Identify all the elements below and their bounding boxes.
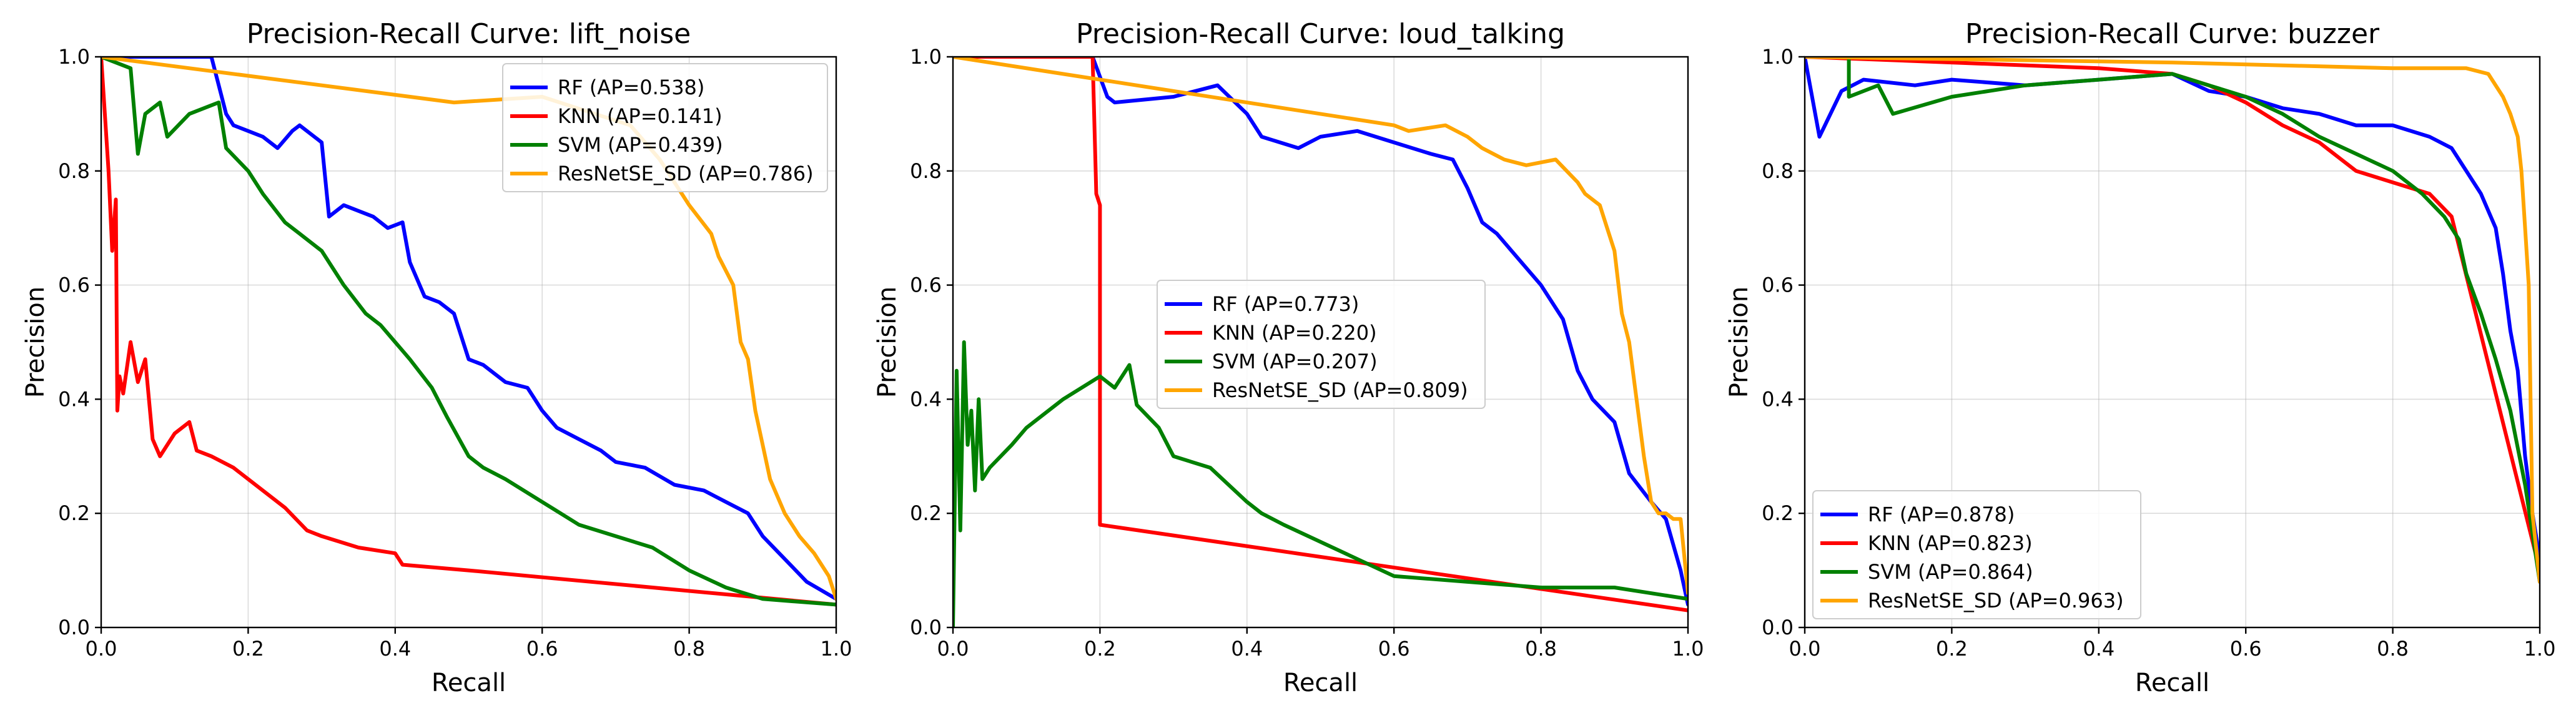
axes-frame (1804, 56, 2541, 629)
legend-box (1157, 280, 1486, 409)
legend-entry: KNN (AP=0.141) (558, 104, 723, 128)
series-line-knn (953, 57, 1688, 612)
y-tick-label: 0.6 (910, 273, 942, 297)
x-tick-label: 0.0 (86, 637, 117, 661)
x-tick-label: 0.6 (1378, 637, 1410, 661)
series-group (953, 57, 1688, 627)
y-tick-label: 0.4 (58, 387, 90, 411)
series-line-resnetse-sd (1805, 57, 2540, 584)
x-tick-label: 0.0 (937, 637, 969, 661)
series-line-svm (101, 57, 836, 607)
y-tick-label: 0.4 (910, 387, 942, 411)
x-tick-label: 0.8 (1525, 637, 1557, 661)
legend: RF (AP=0.538) KNN (AP=0.141) SVM (AP=0.439… (502, 63, 828, 192)
legend: RF (AP=0.773) KNN (AP=0.220) SVM (AP=0.207… (1157, 280, 1486, 409)
y-tick-label: 0.2 (1762, 501, 1794, 525)
legend-box (1812, 490, 2141, 619)
axes-frame (952, 56, 1689, 629)
series-line-knn (101, 57, 836, 607)
series-line-rf (1805, 57, 2540, 561)
x-tick-label: 0.8 (2377, 637, 2409, 661)
x-tick-label: 0.4 (1231, 637, 1263, 661)
y-tick-label: 0.0 (910, 616, 942, 639)
chart-panel-2: 0.0 0.2 0.4 0.6 0.8 1.0 0.0 0.2 0.4 0.6 0.8 1.0 Prec… (873, 18, 1704, 697)
y-axis-label: Precision (1725, 287, 1754, 398)
x-tick-label: 0.2 (1936, 637, 1968, 661)
x-tick-label: 0.4 (2083, 637, 2115, 661)
legend-entry: SVM (AP=0.864) (1868, 560, 2033, 584)
legend-entry: ResNetSE_SD (AP=0.786) (558, 162, 814, 185)
x-axis-label: Recall (1283, 669, 1358, 697)
axes-frame (100, 56, 837, 629)
y-tick-label: 1.0 (910, 45, 942, 69)
chart-title: Precision-Recall Curve: loud_talking (1076, 18, 1565, 50)
y-tick-label: 0.6 (58, 273, 90, 297)
x-axis-label: Recall (432, 669, 506, 697)
y-tick-label: 0.4 (1762, 387, 1794, 411)
series-group (1805, 57, 2540, 584)
x-tick-label: 0.4 (379, 637, 411, 661)
x-tick-label: 1.0 (821, 637, 852, 661)
y-axis-label: Precision (873, 287, 902, 398)
x-axis-label: Recall (2135, 669, 2209, 697)
legend: RF (AP=0.878) KNN (AP=0.823) SVM (AP=0.864… (1812, 490, 2141, 619)
x-tick-label: 0.0 (1789, 637, 1821, 661)
legend-entry: RF (AP=0.538) (558, 76, 704, 99)
series-line-knn (1805, 57, 2540, 573)
y-tick-label: 0.2 (58, 501, 90, 525)
legend-entry: SVM (AP=0.439) (558, 133, 723, 157)
series-line-svm (953, 340, 1688, 627)
y-tick-label: 0.6 (1762, 273, 1794, 297)
legend-entry: RF (AP=0.773) (1212, 292, 1359, 316)
legend-entry: ResNetSE_SD (AP=0.963) (1868, 589, 2124, 612)
x-tick-label: 0.2 (1084, 637, 1116, 661)
y-tick-label: 0.8 (1762, 159, 1794, 183)
legend-entry: KNN (AP=0.220) (1212, 321, 1377, 345)
legend-entry: RF (AP=0.878) (1868, 503, 2015, 526)
legend-box (502, 63, 828, 192)
y-axis-label: Precision (21, 287, 50, 398)
y-tick-label: 1.0 (58, 45, 90, 69)
x-tick-label: 0.2 (232, 637, 264, 661)
y-tick-label: 0.8 (910, 159, 942, 183)
chart-panel-3: 0.0 0.2 0.4 0.6 0.8 1.0 0.0 0.2 0.4 0.6 0.8 1.0 Prec… (1725, 18, 2555, 697)
x-tick-label: 1.0 (1672, 637, 1704, 661)
legend-entry: ResNetSE_SD (AP=0.809) (1212, 378, 1468, 402)
chart-panel-1: 0.0 0.2 0.4 0.6 0.8 1.0 0.0 0.2 0.4 0.6 0.8 1.0 Prec… (21, 18, 852, 697)
legend-entry: SVM (AP=0.207) (1212, 350, 1378, 373)
chart-title: Precision-Recall Curve: lift_noise (247, 18, 691, 50)
y-tick-label: 0.2 (910, 501, 942, 525)
y-tick-label: 0.0 (1762, 616, 1794, 639)
legend-entry: KNN (AP=0.823) (1868, 531, 2033, 555)
y-tick-label: 0.8 (58, 159, 90, 183)
series-line-rf (101, 57, 836, 601)
chart-title: Precision-Recall Curve: buzzer (1965, 18, 2380, 50)
series-line-svm (1805, 57, 2540, 584)
series-line-resnetse-sd (953, 57, 1688, 596)
x-tick-label: 0.8 (673, 637, 705, 661)
x-tick-label: 1.0 (2524, 637, 2556, 661)
x-tick-label: 0.6 (526, 637, 558, 661)
series-line-rf (953, 57, 1688, 607)
y-tick-label: 0.0 (58, 616, 90, 639)
x-tick-label: 0.6 (2230, 637, 2262, 661)
y-tick-label: 1.0 (1762, 45, 1794, 69)
